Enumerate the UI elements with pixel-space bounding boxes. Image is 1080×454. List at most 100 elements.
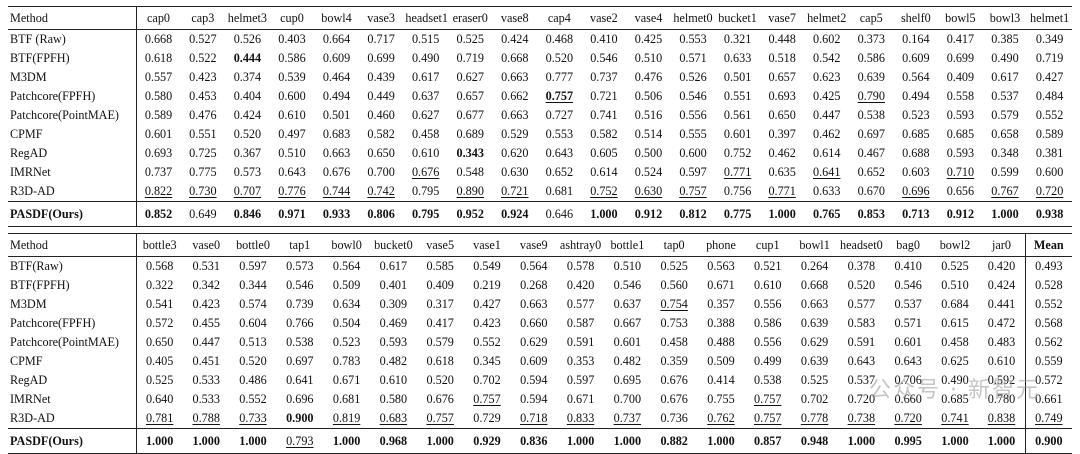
score-cell: 0.526 <box>233 32 262 46</box>
score-cell: 0.409 <box>426 278 454 292</box>
column-header: Mean <box>1024 233 1072 257</box>
score-cell: 0.501 <box>322 108 351 122</box>
column-header: vase3 <box>367 10 395 25</box>
score-cell: 0.488 <box>707 335 735 349</box>
method-name: Patchcore(PointMAE) <box>8 106 137 125</box>
method-column-header: Method <box>8 6 137 30</box>
score-cell: 0.424 <box>233 108 262 122</box>
score-cell: 0.571 <box>679 51 707 65</box>
method-name: CPMF <box>8 352 137 371</box>
score-cell: 0.609 <box>520 354 548 368</box>
score-cell: 0.685 <box>946 127 975 141</box>
score-cell: 0.900 <box>276 409 324 429</box>
score-cell: 0.591 <box>566 335 595 349</box>
score-cell: 0.453 <box>189 89 217 103</box>
score-cell: 0.643 <box>278 165 306 179</box>
score-cell: 0.780 <box>987 392 1016 406</box>
score-cell: 0.738 <box>837 409 885 429</box>
score-cell: 0.753 <box>660 316 688 330</box>
table-row: R3D-AD 0.822 0.730 0.707 0.776 0.744 0.742 0.79… <box>8 182 1072 202</box>
score-cell: 0.586 <box>754 316 782 330</box>
score-cell: 0.577 <box>566 297 595 311</box>
score-cell: 0.410 <box>894 259 922 273</box>
score-cell: 0.564 <box>332 259 361 273</box>
score-cell: 0.742 <box>358 182 404 202</box>
score-cell: 0.397 <box>768 127 796 141</box>
score-cell: 0.357 <box>707 297 735 311</box>
score-cell: 0.929 <box>463 428 511 454</box>
score-cell: 0.448 <box>768 32 796 46</box>
score-cell: 1.000 <box>982 201 1028 227</box>
score-cell: 0.490 <box>411 51 440 65</box>
score-cell: 0.556 <box>754 335 782 349</box>
score-cell: 0.924 <box>492 201 538 227</box>
column-header: cup1 <box>755 237 780 252</box>
column-header: bag0 <box>896 237 920 252</box>
method-name: R3D-AD <box>8 409 137 429</box>
score-cell: 0.968 <box>369 428 417 454</box>
score-cell: 0.510 <box>634 51 663 65</box>
score-cell: 0.755 <box>707 392 735 406</box>
score-cell: 0.717 <box>367 32 395 46</box>
table-row: BTF(Raw) 0.568 0.531 0.597 0.573 0.564 0.617 0.… <box>8 256 1072 276</box>
score-cell: 0.663 <box>501 108 529 122</box>
score-cell: 0.676 <box>660 373 688 387</box>
score-cell: 0.670 <box>849 182 894 202</box>
score-cell: 0.882 <box>650 428 698 454</box>
score-cell: 0.641 <box>286 373 314 387</box>
score-cell: 0.639 <box>800 354 829 368</box>
score-cell: 0.788 <box>182 409 230 429</box>
score-cell: 0.650 <box>145 335 174 349</box>
score-cell: 0.520 <box>239 354 267 368</box>
score-cell: 1.000 <box>557 428 604 454</box>
score-cell: 0.602 <box>813 32 841 46</box>
score-cell: 0.504 <box>332 316 361 330</box>
score-cell: 0.499 <box>754 354 782 368</box>
column-header: helmet3 <box>227 10 268 25</box>
score-cell: 0.757 <box>545 89 574 103</box>
score-cell: 0.572 <box>145 316 174 330</box>
column-header: phone <box>706 237 736 252</box>
score-cell: 0.663 <box>520 297 548 311</box>
score-cell: 0.719 <box>1035 51 1064 65</box>
score-cell: 0.781 <box>136 409 183 429</box>
score-cell: 0.501 <box>723 70 752 84</box>
column-header: cap4 <box>547 10 571 25</box>
score-cell: 0.737 <box>590 70 618 84</box>
score-cell: 0.676 <box>411 165 440 179</box>
method-name: BTF (Raw) <box>8 29 137 49</box>
score-cell: 0.541 <box>145 297 174 311</box>
column-header: eraser0 <box>452 10 488 25</box>
table-row: Patchcore(FPFH) 0.580 0.453 0.404 0.600 0.494… <box>8 87 1072 106</box>
score-cell: 0.378 <box>847 259 876 273</box>
score-cell: 0.509 <box>707 354 735 368</box>
score-cell: 0.706 <box>894 373 922 387</box>
score-cell: 0.727 <box>545 108 574 122</box>
score-cell: 0.510 <box>613 259 642 273</box>
score-cell: 0.707 <box>225 182 270 202</box>
score-cell: 0.650 <box>367 146 395 160</box>
score-cell: 0.681 <box>537 182 582 202</box>
score-cell: 0.317 <box>426 297 454 311</box>
score-cell: 0.650 <box>768 108 796 122</box>
score-cell: 0.702 <box>473 373 501 387</box>
score-cell: 0.559 <box>1024 352 1072 371</box>
score-cell: 0.696 <box>286 392 314 406</box>
score-cell: 0.309 <box>379 297 408 311</box>
score-cell: 0.538 <box>286 335 314 349</box>
score-cell: 1.000 <box>603 428 651 454</box>
score-cell: 0.664 <box>322 32 351 46</box>
score-cell: 0.521 <box>754 259 782 273</box>
score-cell: 0.819 <box>323 409 370 429</box>
score-cell: 0.417 <box>946 32 975 46</box>
column-header: helmet1 <box>1029 10 1070 25</box>
score-cell: 0.509 <box>332 278 361 292</box>
score-cell: 0.657 <box>456 89 484 103</box>
score-cell: 0.342 <box>192 278 220 292</box>
score-cell: 0.633 <box>804 182 849 202</box>
method-name: IMRNet <box>8 390 137 409</box>
score-cell: 0.661 <box>1024 390 1072 409</box>
score-cell: 0.427 <box>1035 70 1064 84</box>
score-cell: 0.520 <box>847 278 876 292</box>
score-cell: 0.405 <box>145 354 174 368</box>
